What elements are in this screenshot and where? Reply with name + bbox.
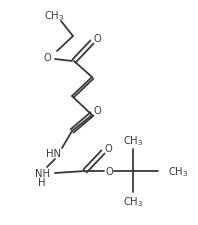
Text: O: O	[104, 143, 112, 153]
Text: NH: NH	[34, 168, 50, 178]
Text: O: O	[105, 166, 113, 176]
Text: O: O	[43, 53, 51, 63]
Text: H: H	[38, 177, 46, 187]
Text: O: O	[93, 106, 101, 115]
Text: CH$_3$: CH$_3$	[123, 133, 143, 147]
Text: CH$_3$: CH$_3$	[123, 194, 143, 208]
Text: CH$_3$: CH$_3$	[168, 164, 188, 178]
Text: CH$_3$: CH$_3$	[44, 9, 64, 23]
Text: O: O	[93, 34, 101, 44]
Text: HN: HN	[46, 148, 61, 158]
